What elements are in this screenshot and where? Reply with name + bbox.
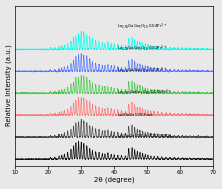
Y-axis label: Relative Intensity (a.u.): Relative Intensity (a.u.) xyxy=(6,45,12,126)
Text: La$_{2.995}$GaGe$_5$O$_{16}$:0.005Pr$^{3+}$: La$_{2.995}$GaGe$_5$O$_{16}$:0.005Pr$^{3… xyxy=(117,87,172,97)
X-axis label: 2θ (degree): 2θ (degree) xyxy=(94,177,134,184)
Text: La$_3$GaGe$_5$O$_{16}$ host: La$_3$GaGe$_5$O$_{16}$ host xyxy=(117,111,154,119)
Text: La$_3$GaGe$_5$O$_{16}$ # ICSD 50521: La$_3$GaGe$_5$O$_{16}$ # ICSD 50521 xyxy=(117,133,173,140)
Text: La$_{2.99}$GaGe$_5$O$_{16}$:0.01Pr$^{3+}$: La$_{2.99}$GaGe$_5$O$_{16}$:0.01Pr$^{3+}… xyxy=(117,65,167,75)
Text: La$_{2.98}$GaGe$_5$O$_{16}$:0.02Pr$^{3+}$: La$_{2.98}$GaGe$_5$O$_{16}$:0.02Pr$^{3+}… xyxy=(117,43,167,53)
Text: La$_{2.96}$GaGe$_5$O$_{16}$:0.04Pr$^{3+}$: La$_{2.96}$GaGe$_5$O$_{16}$:0.04Pr$^{3+}… xyxy=(117,21,167,31)
